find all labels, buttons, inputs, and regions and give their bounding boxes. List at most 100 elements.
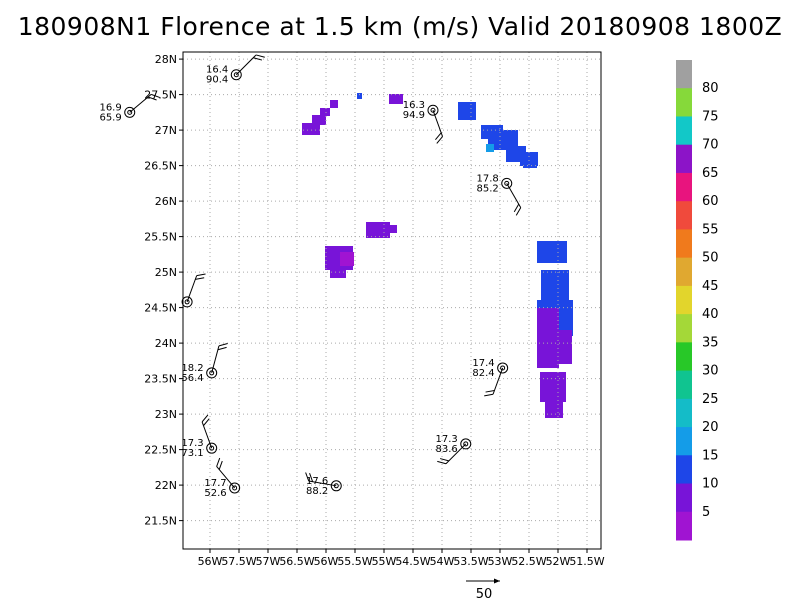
sonde-ring-icon	[206, 367, 218, 379]
dropsonde: 17.373.1	[181, 414, 218, 459]
wind-barb-staff	[186, 275, 198, 303]
lon-tick-label: 52.5W	[511, 555, 546, 568]
sonde-label: 88.2	[306, 486, 328, 497]
sonde-ring-icon	[229, 482, 241, 494]
lat-tick-label: 25N	[155, 266, 177, 279]
legend-label: 45	[702, 279, 719, 294]
wind-barb-feather	[147, 96, 157, 101]
sonde-center-icon	[127, 109, 133, 115]
lon-tick-label: 57W	[256, 555, 281, 568]
sonde-label: 90.4	[206, 75, 228, 86]
wind-speed-cell	[357, 93, 362, 99]
dropsonde: 16.490.4	[206, 54, 265, 86]
sonde-center-icon	[463, 441, 469, 447]
legend-swatch	[676, 398, 692, 428]
legend-label: 75	[702, 109, 719, 124]
dropsonde: 17.383.6	[435, 434, 472, 465]
legend-swatch	[676, 370, 692, 400]
sonde-ring-icon	[427, 104, 439, 116]
wind-speed-cell	[541, 270, 569, 300]
sonde-label: 17.3	[181, 438, 203, 449]
sonde-ring-icon	[330, 480, 342, 492]
wind-barb-staff	[492, 367, 504, 395]
wind-speed-cell	[330, 100, 338, 108]
lon-tick-label: 52W	[546, 555, 571, 568]
wind-barb-staff	[216, 466, 236, 489]
wind-speed-cell	[481, 125, 503, 139]
wind-speed-cells	[302, 93, 573, 418]
lat-tick-label: 25.5N	[144, 231, 177, 244]
lon-tick-label: 56W	[198, 555, 223, 568]
legend-label: 65	[702, 166, 719, 181]
sonde-label: 17.3	[435, 434, 457, 445]
legend-swatch	[676, 116, 692, 146]
wind-barb-staff	[211, 345, 220, 374]
legend-label: 20	[702, 420, 719, 435]
lat-tick-label: 23.5N	[144, 373, 177, 386]
wind-barb-feather	[437, 460, 447, 465]
sonde-label: 16.9	[99, 102, 121, 113]
sonde-label: 16.4	[206, 65, 228, 76]
lon-tick-label: 55W	[372, 555, 397, 568]
lon-tick-label: 51.5W	[569, 555, 604, 568]
dropsonde: 17.752.6	[204, 457, 241, 499]
scale-arrow-head	[494, 578, 500, 584]
legend-label: 25	[702, 392, 719, 407]
lat-tick-label: 22N	[155, 479, 177, 492]
wind-barb-staff	[235, 54, 257, 76]
dropsonde: 17.482.4	[472, 358, 509, 397]
wind-speed-cell	[366, 222, 390, 238]
wind-speed-cell	[545, 398, 563, 418]
lon-tick-label: 57.5W	[221, 555, 256, 568]
sonde-label: 16.3	[403, 100, 425, 111]
wind-barb-feather	[151, 93, 160, 98]
wind-barb-staff	[445, 443, 467, 465]
wind-barb-feather	[218, 460, 223, 470]
sonde-label: 17.8	[476, 173, 498, 184]
sonde-center-icon	[232, 485, 238, 491]
sonde-ring-icon	[206, 442, 218, 454]
dropsonde: 16.965.9	[99, 93, 160, 123]
sonde-center-icon	[209, 445, 215, 451]
sonde-ring-icon	[181, 296, 193, 308]
sonde-ring-icon	[497, 362, 509, 374]
dropsonde: 17.885.2	[476, 173, 522, 216]
legend-swatch	[676, 172, 692, 202]
dropsonde	[181, 273, 206, 308]
wind-speed-cell	[312, 115, 326, 125]
wind-barb-staff	[506, 183, 522, 208]
sonde-label: 94.9	[403, 110, 425, 121]
legend-swatch	[676, 144, 692, 174]
dropsonde: 18.256.4	[181, 343, 228, 384]
wind-speed-cell	[320, 108, 330, 116]
legend-swatch	[676, 88, 692, 117]
lat-tick-label: 24.5N	[144, 302, 177, 315]
wind-speed-cell	[556, 330, 572, 364]
sonde-label: 56.4	[181, 373, 203, 384]
wind-barb-feather	[216, 457, 221, 467]
wind-barb-feather	[305, 472, 310, 482]
lon-tick-label: 56.5W	[279, 555, 314, 568]
sonde-center-icon	[184, 299, 190, 305]
lon-tick-label: 53.5W	[453, 555, 488, 568]
sonde-center-icon	[209, 370, 215, 376]
wind-speed-cell	[302, 123, 320, 135]
wind-barb-feather	[218, 343, 228, 347]
legend-swatch	[676, 201, 692, 230]
wind-barb-feather	[203, 418, 210, 426]
sonde-label: 17.7	[204, 478, 226, 489]
map-frame	[182, 51, 602, 550]
legend-label: 35	[702, 335, 719, 350]
sonde-ring-icon	[501, 177, 513, 189]
wind-speed-cell	[458, 102, 476, 120]
lat-tick-label: 26N	[155, 195, 177, 208]
lat-tick-label: 24N	[155, 337, 177, 350]
wind-barb-feather	[217, 346, 227, 351]
wind-barb-feather	[515, 207, 522, 216]
sonde-label: 85.2	[476, 183, 498, 194]
sonde-center-icon	[500, 365, 506, 371]
sonde-label: 73.1	[181, 448, 203, 459]
legend-label: 5	[702, 505, 710, 520]
legend-swatch	[676, 511, 692, 541]
